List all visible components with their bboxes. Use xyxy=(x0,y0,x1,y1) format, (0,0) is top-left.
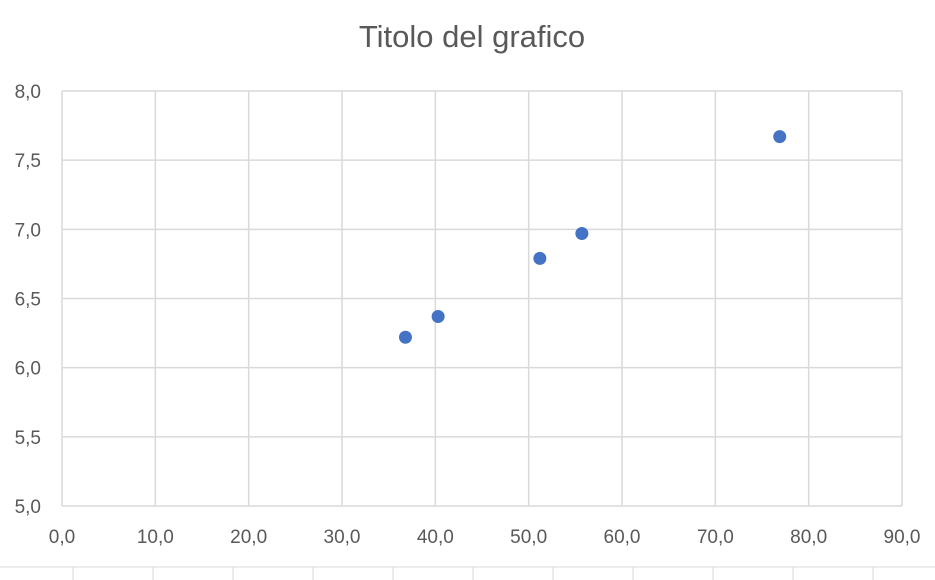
x-tick-label: 50,0 xyxy=(510,527,547,548)
y-tick-label: 6,0 xyxy=(15,359,41,380)
data-point xyxy=(773,130,787,144)
x-tick-label: 30,0 xyxy=(324,527,361,548)
data-point xyxy=(398,330,412,344)
x-tick-label: 40,0 xyxy=(417,527,454,548)
y-tick-label: 7,0 xyxy=(15,220,41,241)
y-tick-label: 7,5 xyxy=(15,151,41,172)
data-point xyxy=(431,309,445,323)
x-tick-label: 10,0 xyxy=(137,527,174,548)
x-tick-label: 0,0 xyxy=(49,527,75,548)
y-tick-label: 5,5 xyxy=(15,428,41,449)
grid-lines xyxy=(61,90,903,507)
chart-title: Titolo del grafico xyxy=(359,19,585,54)
y-tick-label: 6,5 xyxy=(15,290,41,311)
data-points xyxy=(398,130,787,344)
x-axis-tick-labels: 0,0 10,0 20,0 30,0 40,0 50,0 60,0 70,0 80,0 90,0 xyxy=(49,527,921,548)
data-point xyxy=(575,226,589,240)
data-point xyxy=(533,251,547,265)
x-tick-label: 60,0 xyxy=(604,527,641,548)
x-tick-label: 80,0 xyxy=(790,527,827,548)
y-tick-label: 8,0 xyxy=(15,82,41,103)
bottom-strip-separators xyxy=(0,566,935,580)
x-tick-label: 20,0 xyxy=(230,527,267,548)
y-tick-label: 5,0 xyxy=(15,497,41,518)
x-tick-label: 90,0 xyxy=(884,527,921,548)
y-axis-tick-labels: 5,0 5,5 6,0 6,5 7,0 7,5 8,0 xyxy=(15,82,41,518)
x-tick-label: 70,0 xyxy=(697,527,734,548)
